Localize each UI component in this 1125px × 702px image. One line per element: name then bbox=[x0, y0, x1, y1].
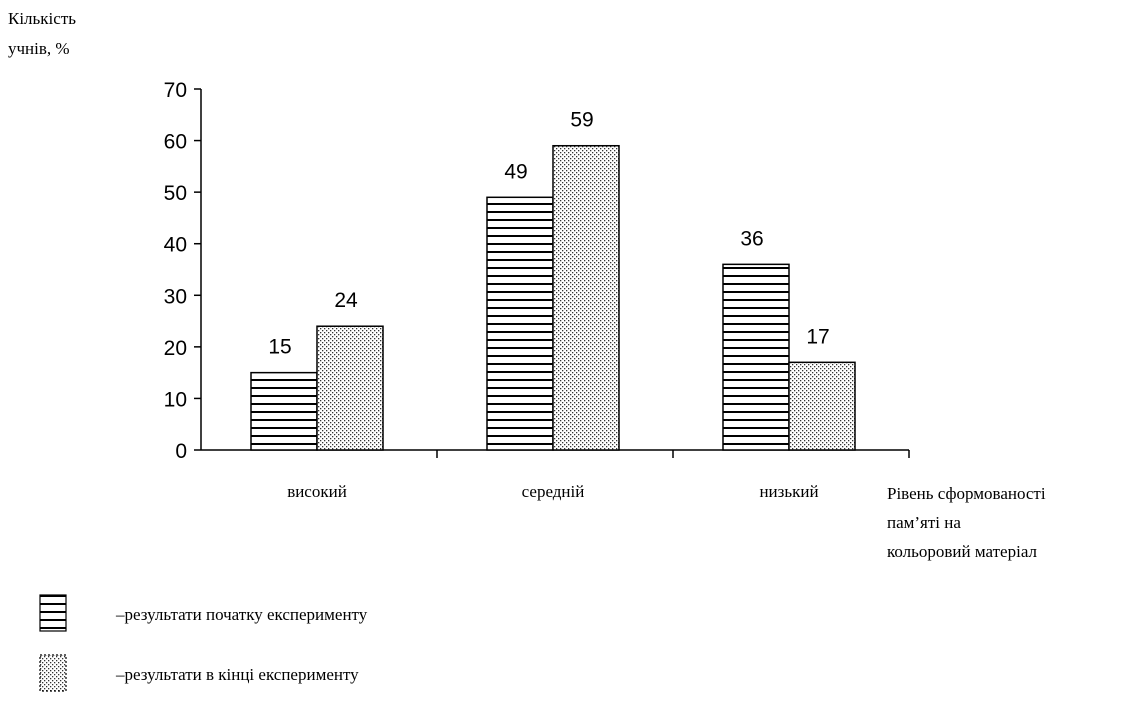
x-axis-label: Рівень сформованості пам’яті на кольоров… bbox=[887, 484, 1050, 561]
bar-високий-series-2 bbox=[316, 325, 384, 451]
legend-label-series-1: –результати початку експерименту bbox=[115, 605, 368, 624]
y-tick-label: 70 bbox=[164, 79, 187, 102]
y-tick-label: 60 bbox=[164, 131, 187, 154]
bar-value-label: 24 bbox=[334, 289, 358, 312]
category-label: низький bbox=[759, 482, 818, 501]
y-axis-label: Кількість учнів, % bbox=[8, 9, 80, 58]
category-label: високий bbox=[287, 482, 347, 501]
y-tick-label: 10 bbox=[164, 388, 187, 411]
bar-високий-series-1 bbox=[250, 371, 318, 451]
legend-label-series-2: –результати в кінці експерименту bbox=[115, 665, 359, 684]
bar-value-label: 59 bbox=[570, 109, 593, 132]
bar-середній-series-1 bbox=[486, 196, 554, 451]
bar-низький-series-1 bbox=[722, 263, 790, 451]
category-label: середній bbox=[522, 482, 585, 501]
legend-swatch-series-2 bbox=[39, 654, 67, 692]
y-tick-label: 30 bbox=[164, 285, 187, 308]
bar-value-label: 49 bbox=[504, 160, 527, 183]
y-tick-label: 50 bbox=[164, 182, 187, 205]
y-tick-label: 20 bbox=[164, 337, 187, 360]
bar-value-label: 36 bbox=[740, 227, 763, 250]
bar-середній-series-2 bbox=[552, 144, 620, 451]
bar-value-label: 17 bbox=[806, 325, 829, 348]
legend-swatch-series-1 bbox=[39, 594, 67, 632]
bar-низький-series-2 bbox=[788, 361, 856, 451]
bar-value-label: 15 bbox=[268, 336, 291, 359]
y-tick-label: 0 bbox=[175, 440, 187, 463]
y-tick-label: 40 bbox=[164, 234, 187, 257]
